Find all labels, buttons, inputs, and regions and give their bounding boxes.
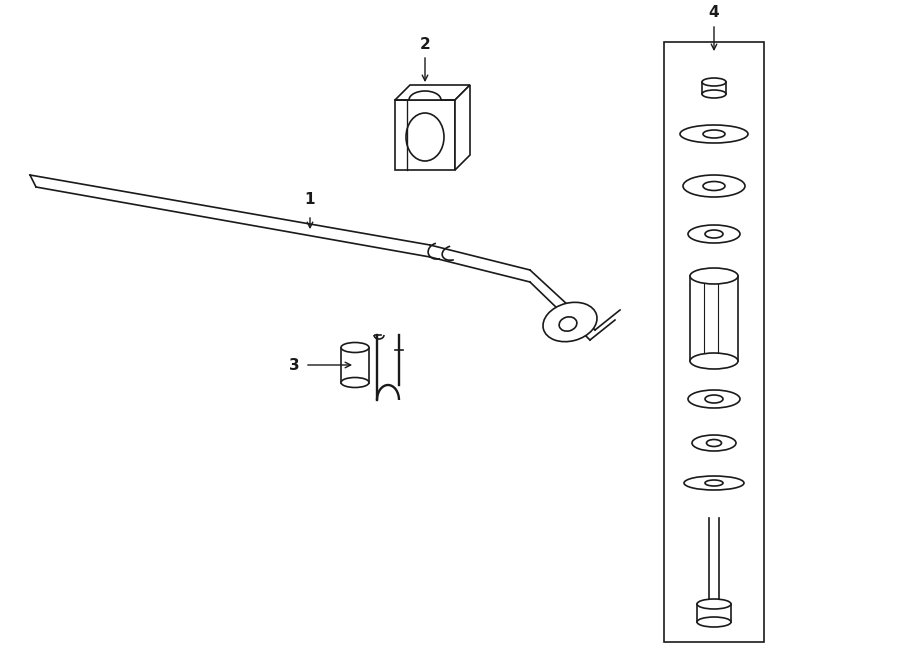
Text: 1: 1 [305,192,315,207]
Bar [697,604,731,622]
Ellipse shape [690,268,738,284]
Polygon shape [455,85,470,170]
Polygon shape [395,100,455,170]
Ellipse shape [341,377,369,387]
Ellipse shape [680,125,748,143]
Bar [664,42,764,642]
Bar [702,82,726,94]
Ellipse shape [705,395,723,403]
Ellipse shape [688,225,740,243]
Ellipse shape [702,78,726,86]
Ellipse shape [684,476,744,490]
Polygon shape [395,85,470,100]
Ellipse shape [697,617,731,627]
Ellipse shape [705,480,723,486]
Text: 4: 4 [708,5,719,20]
Ellipse shape [406,113,444,161]
Ellipse shape [690,353,738,369]
Ellipse shape [683,175,745,197]
Bar [690,276,738,361]
Ellipse shape [703,182,725,190]
Ellipse shape [697,599,731,609]
Ellipse shape [702,90,726,98]
Bar [341,348,369,383]
Ellipse shape [341,342,369,352]
Ellipse shape [692,435,736,451]
Text: 3: 3 [290,358,300,373]
Ellipse shape [559,317,577,331]
Text: 2: 2 [419,37,430,52]
Ellipse shape [706,440,722,446]
Ellipse shape [705,230,723,238]
Ellipse shape [543,302,597,342]
Ellipse shape [703,130,725,138]
Ellipse shape [688,390,740,408]
